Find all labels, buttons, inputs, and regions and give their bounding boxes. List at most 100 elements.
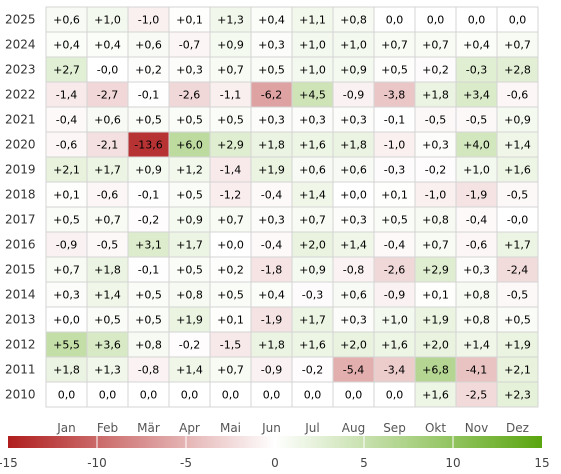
cell-value-label: +0,1	[381, 189, 408, 202]
heatmap-cell	[291, 31, 334, 58]
cell-value-label: +1,0	[299, 64, 326, 77]
cell-value-label: -2,6	[179, 89, 200, 102]
cell-value-label: -0,1	[138, 89, 159, 102]
cell-value-label: +1,0	[381, 314, 408, 327]
cell-value-label: +0,3	[53, 289, 80, 302]
cell-value-label: +0,1	[53, 189, 80, 202]
cell-value-label: +0,5	[217, 289, 244, 302]
heatmap-cell	[414, 381, 457, 408]
scale-tick-label: 0	[271, 456, 279, 470]
cell-value-label: +1,9	[258, 164, 285, 177]
heatmap-cell	[332, 256, 375, 283]
cell-value-label: +2,0	[422, 339, 449, 352]
cell-value-label: 0,0	[386, 389, 404, 402]
cell-value-label: +0,7	[217, 214, 244, 227]
cell-value-label: -0,4	[261, 189, 282, 202]
cell-value-label: +2,1	[504, 364, 531, 377]
cell-value-label: +0,3	[258, 214, 285, 227]
cell-value-label: +0,8	[340, 14, 367, 27]
cell-value-label: -0,4	[384, 239, 405, 252]
month-label: Feb	[97, 421, 118, 435]
cell-value-label: +5,5	[53, 339, 80, 352]
heatmap-cell	[291, 281, 334, 308]
heatmap-cell	[127, 106, 170, 133]
cell-value-label: +0,7	[422, 239, 449, 252]
heatmap-cell	[455, 381, 498, 408]
cell-value-label: -1,1	[220, 89, 241, 102]
cell-value-label: -0,6	[56, 139, 77, 152]
heatmap-cell	[496, 56, 539, 83]
heatmap-cell	[291, 381, 334, 408]
heatmap-cell	[414, 81, 457, 108]
cell-value-label: -1,4	[56, 89, 77, 102]
heatmap-cell	[496, 156, 539, 183]
cell-value-label: 0,0	[427, 14, 445, 27]
cell-value-label: +0,8	[422, 214, 449, 227]
heatmap-cell	[291, 206, 334, 233]
heatmap-cell	[250, 306, 293, 333]
cell-value-label: -0,2	[179, 339, 200, 352]
cell-value-label: +2,1	[53, 164, 80, 177]
year-label: 2023	[5, 63, 36, 77]
heatmap-cell	[414, 331, 457, 358]
cell-value-label: -1,0	[138, 14, 159, 27]
cell-value-label: +1,8	[53, 364, 80, 377]
year-label: 2015	[5, 263, 36, 277]
cell-value-label: +0,6	[299, 164, 326, 177]
cell-value-label: +1,6	[299, 339, 326, 352]
cell-value-label: -4,1	[466, 364, 487, 377]
year-label: 2011	[5, 363, 36, 377]
heatmap-cell	[455, 256, 498, 283]
heatmap-cell	[291, 306, 334, 333]
heatmap-cell	[168, 31, 211, 58]
heatmap-cell	[45, 6, 88, 33]
cell-value-label: 0,0	[140, 389, 158, 402]
heatmap-cell	[496, 381, 539, 408]
heatmap-cell	[332, 206, 375, 233]
cell-value-label: +0,5	[176, 264, 203, 277]
year-label: 2010	[5, 388, 36, 402]
cell-value-label: +1,7	[299, 314, 326, 327]
heatmap-cell	[291, 106, 334, 133]
scale-tick-label: 5	[360, 456, 368, 470]
heatmap-cell	[496, 256, 539, 283]
cell-value-label: +0,0	[340, 189, 367, 202]
heatmap-cell	[127, 56, 170, 83]
year-label: 2019	[5, 163, 36, 177]
cell-value-label: +0,5	[176, 189, 203, 202]
cell-value-label: +0,3	[258, 39, 285, 52]
cell-value-label: -0,3	[302, 289, 323, 302]
heatmap-cell	[455, 81, 498, 108]
heatmap-cell	[209, 356, 252, 383]
cell-value-label: +0,6	[53, 14, 80, 27]
cell-value-label: -0,8	[138, 364, 159, 377]
cell-value-label: +1,1	[299, 14, 326, 27]
cell-value-label: -2,7	[97, 89, 118, 102]
cell-value-label: +0,3	[176, 64, 203, 77]
heatmap-cell	[250, 206, 293, 233]
cell-value-label: +0,1	[422, 289, 449, 302]
cell-value-label: +2,0	[340, 339, 367, 352]
year-label: 2025	[5, 13, 36, 27]
heatmap-cell	[332, 31, 375, 58]
cell-value-label: +0,7	[422, 39, 449, 52]
cell-value-label: +1,4	[340, 239, 367, 252]
cell-value-label: -0,0	[507, 214, 528, 227]
heatmap-cell	[45, 131, 88, 158]
scale-tick-label: 15	[534, 456, 549, 470]
heatmap-cell	[45, 156, 88, 183]
heatmap-cell	[209, 156, 252, 183]
cell-value-label: -1,0	[384, 139, 405, 152]
heatmap-cell	[86, 106, 129, 133]
heatmap-cell	[86, 6, 129, 33]
cell-value-label: +0,5	[258, 64, 285, 77]
heatmap-cell	[373, 256, 416, 283]
cell-value-label: +1,8	[94, 264, 121, 277]
cell-value-label: +1,4	[299, 189, 326, 202]
cell-value-label: 0,0	[181, 389, 199, 402]
heatmap-cell	[45, 331, 88, 358]
heatmap-cell	[45, 181, 88, 208]
heatmap-cell	[291, 181, 334, 208]
color-scale-labels: -15 -10 -5 0 5 10 15	[0, 456, 550, 470]
cell-value-label: -0,6	[466, 239, 487, 252]
